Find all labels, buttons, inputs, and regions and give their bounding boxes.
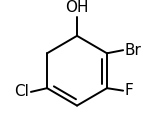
- Text: Cl: Cl: [15, 84, 29, 99]
- Text: OH: OH: [65, 0, 89, 15]
- Text: Br: Br: [124, 43, 141, 58]
- Text: F: F: [125, 83, 133, 98]
